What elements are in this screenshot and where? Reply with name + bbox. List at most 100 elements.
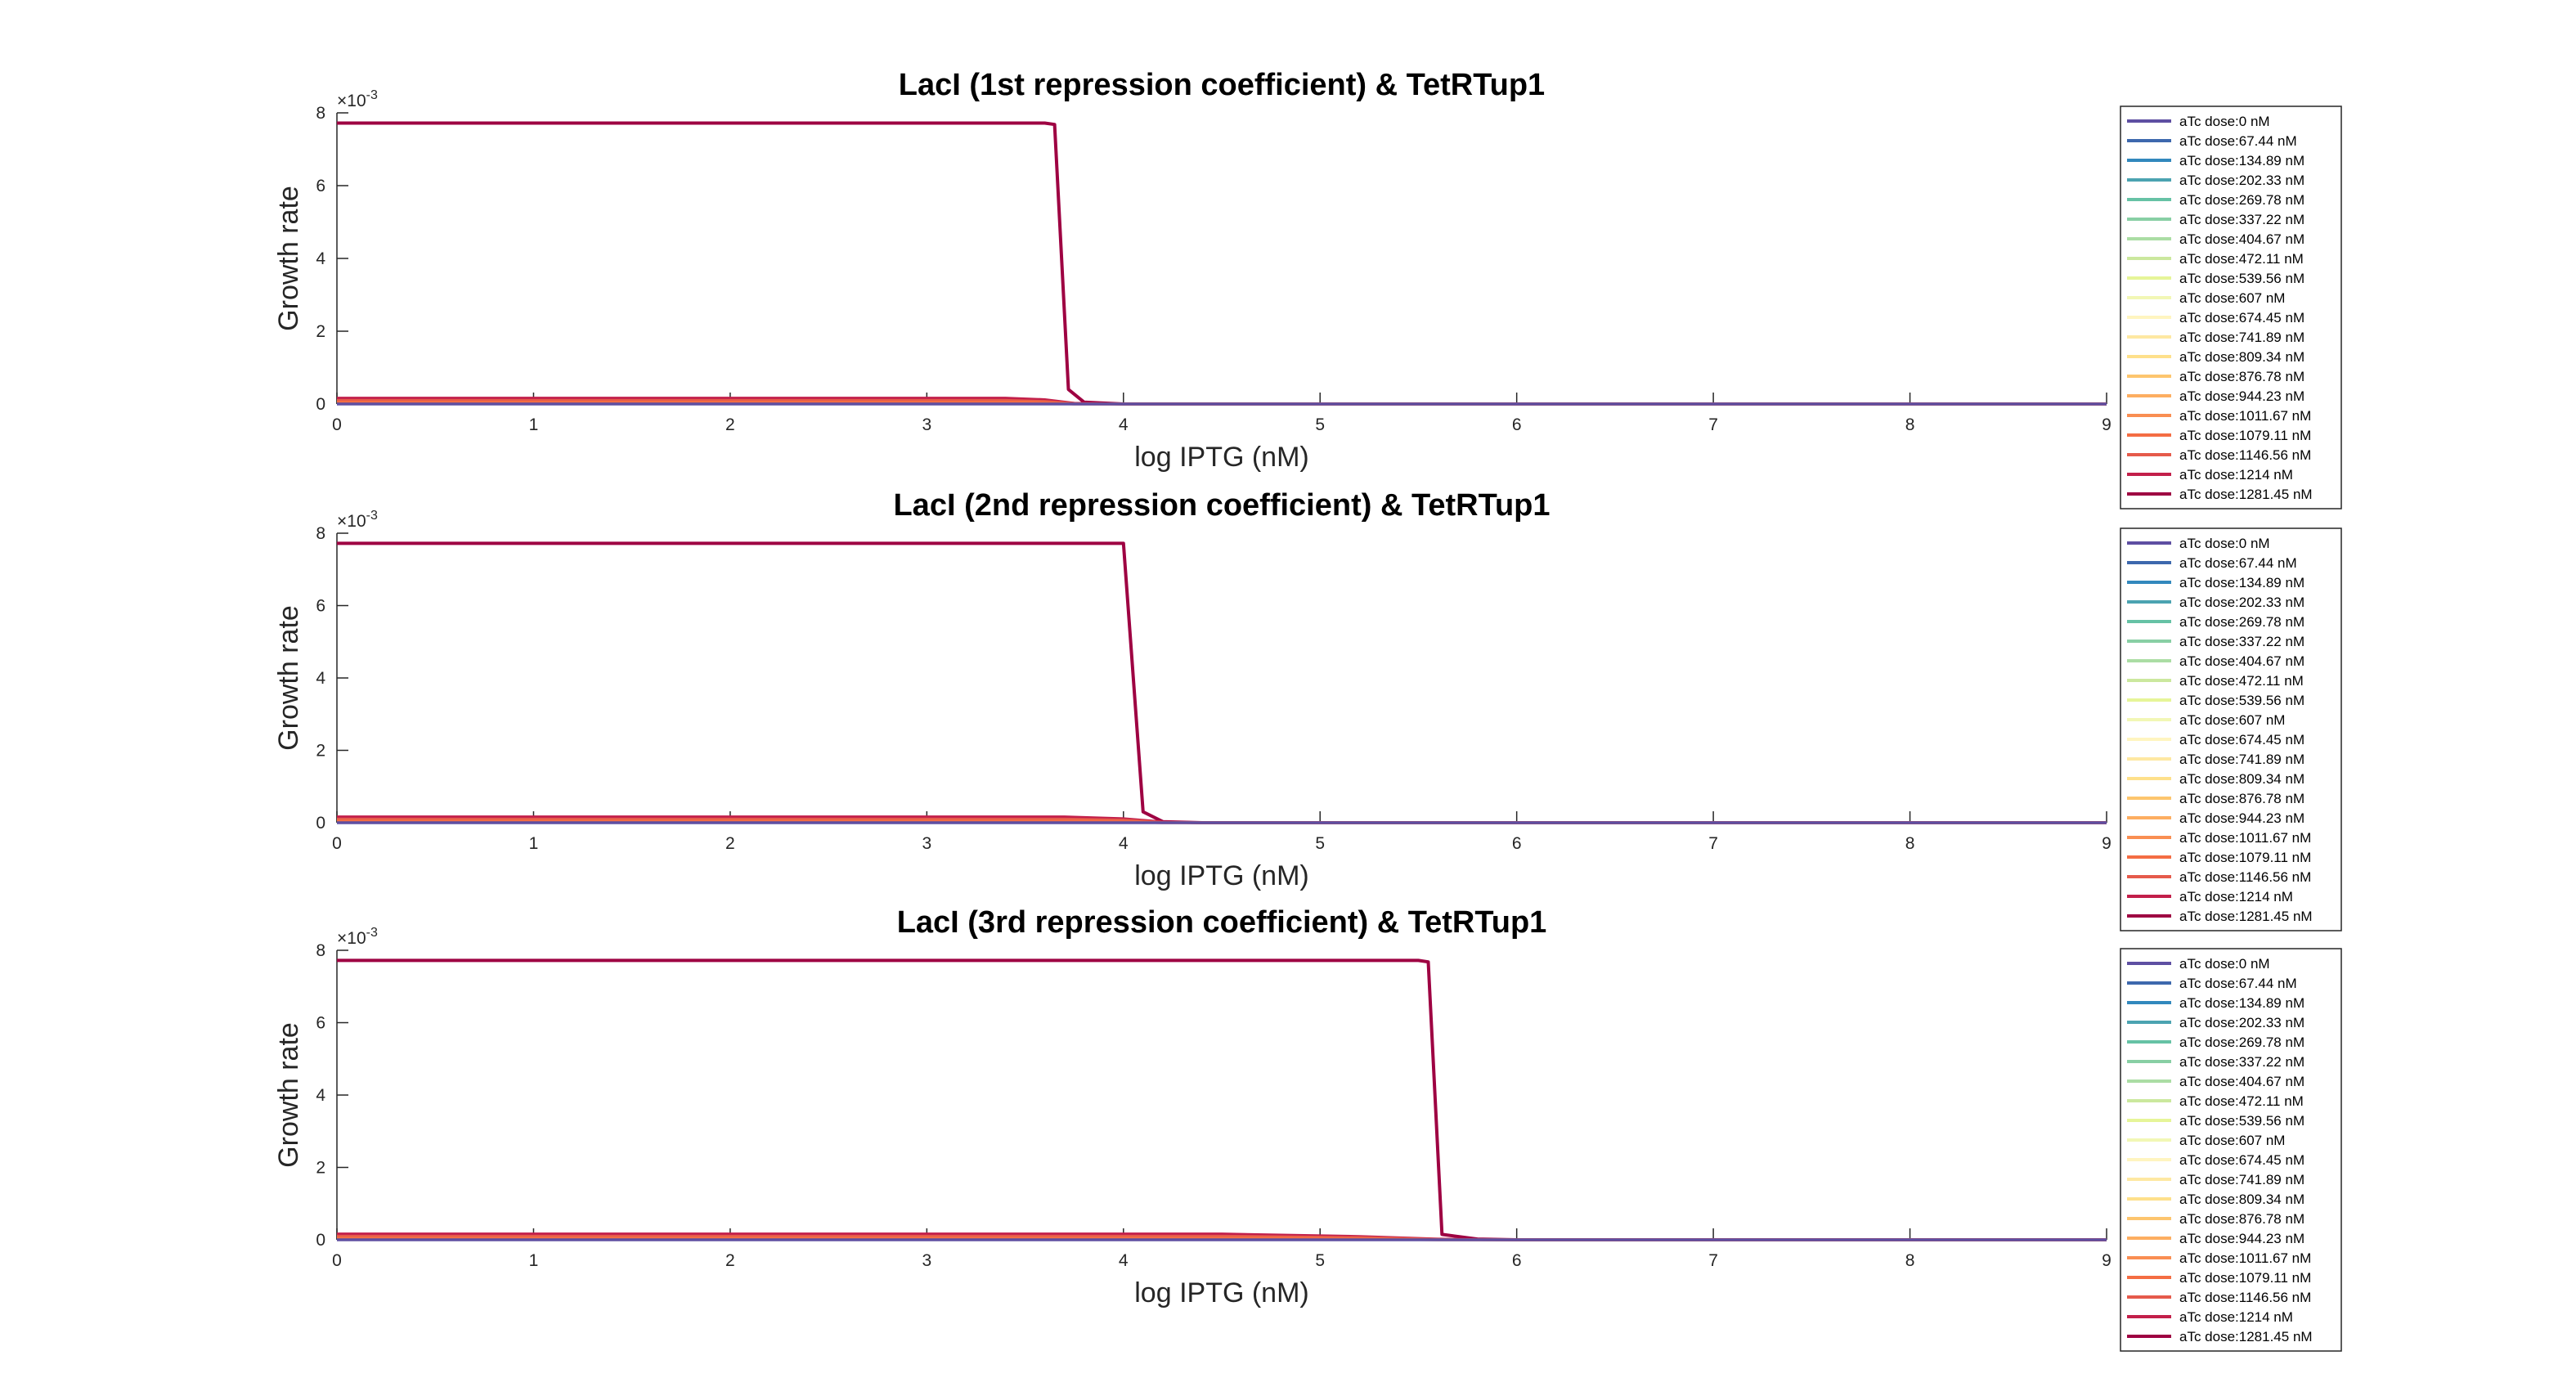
legend-label: aTc dose:1214 nM bbox=[2179, 1309, 2293, 1325]
x-tick-label: 4 bbox=[1119, 415, 1129, 434]
legend-label: aTc dose:67.44 nM bbox=[2179, 976, 2297, 991]
x-tick-label: 2 bbox=[725, 1251, 735, 1270]
y-tick-label: 0 bbox=[316, 814, 325, 833]
legend: aTc dose:0 nM aTc dose:67.44 nM aTc dose:1… bbox=[2120, 105, 2342, 509]
x-axis-label: log IPTG (nM) bbox=[1134, 1277, 1308, 1308]
y-tick-label: 2 bbox=[316, 1159, 325, 1178]
y-axis-label: Growth rate bbox=[273, 186, 304, 331]
x-tick-label: 4 bbox=[1119, 834, 1129, 853]
x-tick-label: 6 bbox=[1512, 415, 1522, 434]
x-tick-label: 9 bbox=[2102, 1251, 2112, 1270]
x-tick-label: 8 bbox=[1905, 834, 1915, 853]
y-tick-label: 6 bbox=[316, 597, 325, 616]
x-tick-label: 5 bbox=[1315, 1251, 1325, 1270]
chart-title: LacI (2nd repression coefficient) & TetR… bbox=[893, 488, 1550, 523]
x-tick-label: 2 bbox=[725, 834, 735, 853]
x-tick-label: 5 bbox=[1315, 415, 1325, 434]
x-tick-label: 0 bbox=[332, 834, 342, 853]
legend-label: aTc dose:876.78 nM bbox=[2179, 791, 2304, 806]
legend-label: aTc dose:1146.56 nM bbox=[2179, 1290, 2311, 1305]
legend-label: aTc dose:1079.11 nM bbox=[2179, 428, 2311, 443]
y-exponent-power: -3 bbox=[366, 88, 378, 102]
y-axis-label: Growth rate bbox=[273, 605, 304, 751]
legend-label: aTc dose:472.11 nM bbox=[2179, 251, 2304, 267]
legend-label: aTc dose:67.44 nM bbox=[2179, 133, 2297, 149]
legend-label: aTc dose:674.45 nM bbox=[2179, 310, 2304, 325]
x-tick-label: 1 bbox=[529, 415, 539, 434]
x-tick-label: 9 bbox=[2102, 834, 2112, 853]
y-exponent-base: ×10 bbox=[337, 92, 366, 110]
legend-label: aTc dose:134.89 nM bbox=[2179, 153, 2304, 168]
legend-label: aTc dose:741.89 nM bbox=[2179, 1172, 2304, 1187]
legend-label: aTc dose:607 nM bbox=[2179, 1133, 2285, 1148]
legend-label: aTc dose:404.67 nM bbox=[2179, 1074, 2304, 1089]
x-tick-label: 3 bbox=[922, 1251, 931, 1270]
legend-label: aTc dose:539.56 nM bbox=[2179, 271, 2304, 286]
legend-label: aTc dose:269.78 nM bbox=[2179, 1035, 2304, 1050]
y-tick-label: 2 bbox=[316, 742, 325, 761]
x-tick-label: 7 bbox=[1708, 1251, 1718, 1270]
legend-label: aTc dose:876.78 nM bbox=[2179, 1211, 2304, 1227]
legend-label: aTc dose:202.33 nM bbox=[2179, 173, 2304, 188]
legend-label: aTc dose:1214 nM bbox=[2179, 889, 2293, 904]
legend-label: aTc dose:0 nM bbox=[2179, 114, 2270, 129]
series-line bbox=[337, 958, 2107, 1241]
x-tick-label: 7 bbox=[1708, 834, 1718, 853]
x-tick-label: 1 bbox=[529, 834, 539, 853]
legend-label: aTc dose:404.67 nM bbox=[2179, 231, 2304, 247]
x-tick-label: 3 bbox=[922, 415, 931, 434]
x-tick-label: 2 bbox=[725, 415, 735, 434]
legend-label: aTc dose:134.89 nM bbox=[2179, 575, 2304, 590]
y-exponent-power: -3 bbox=[366, 509, 378, 523]
legend-label: aTc dose:944.23 nM bbox=[2179, 810, 2304, 826]
legend-label: aTc dose:67.44 nM bbox=[2179, 555, 2297, 571]
y-tick-label: 8 bbox=[316, 941, 325, 960]
y-tick-label: 4 bbox=[316, 669, 325, 688]
x-tick-label: 4 bbox=[1119, 1251, 1129, 1270]
legend: aTc dose:0 nM aTc dose:67.44 nM aTc dose:1… bbox=[2120, 527, 2342, 931]
legend-label: aTc dose:472.11 nM bbox=[2179, 1093, 2304, 1109]
y-tick-label: 8 bbox=[316, 104, 325, 123]
legend-label: aTc dose:269.78 nM bbox=[2179, 192, 2304, 208]
x-tick-label: 8 bbox=[1905, 415, 1915, 434]
y-exponent-label: ×10-3 bbox=[337, 509, 378, 531]
chart-panel-2: LacI (2nd repression coefficient) & TetR… bbox=[273, 488, 2112, 891]
legend-label: aTc dose:741.89 nM bbox=[2179, 752, 2304, 767]
y-exponent-base: ×10 bbox=[337, 512, 366, 531]
legend-label: aTc dose:1281.45 nM bbox=[2179, 909, 2313, 924]
legend: aTc dose:0 nM aTc dose:67.44 nM aTc dose:1… bbox=[2120, 948, 2342, 1352]
y-tick-label: 6 bbox=[316, 1014, 325, 1033]
x-tick-label: 3 bbox=[922, 834, 931, 853]
y-exponent-label: ×10-3 bbox=[337, 926, 378, 948]
x-tick-label: 7 bbox=[1708, 415, 1718, 434]
legend-label: aTc dose:876.78 nM bbox=[2179, 369, 2304, 384]
y-exponent-label: ×10-3 bbox=[337, 88, 378, 110]
legend-label: aTc dose:674.45 nM bbox=[2179, 732, 2304, 747]
legend-label: aTc dose:269.78 nM bbox=[2179, 614, 2304, 630]
y-tick-label: 4 bbox=[316, 249, 325, 268]
legend-label: aTc dose:1011.67 nM bbox=[2179, 1250, 2311, 1266]
legend-box bbox=[2120, 527, 2342, 931]
legend-label: aTc dose:404.67 nM bbox=[2179, 653, 2304, 669]
y-exponent-power: -3 bbox=[366, 926, 378, 940]
y-exponent-base: ×10 bbox=[337, 929, 366, 948]
series-line bbox=[337, 121, 2107, 406]
y-axis-label: Growth rate bbox=[273, 1022, 304, 1168]
legend-label: aTc dose:1011.67 nM bbox=[2179, 830, 2311, 846]
chart-title: LacI (1st repression coefficient) & TetR… bbox=[899, 68, 1545, 102]
legend-label: aTc dose:1281.45 nM bbox=[2179, 1329, 2313, 1344]
legend-label: aTc dose:674.45 nM bbox=[2179, 1152, 2304, 1168]
x-tick-label: 6 bbox=[1512, 1251, 1522, 1270]
legend-label: aTc dose:1011.67 nM bbox=[2179, 408, 2311, 424]
x-axis-label: log IPTG (nM) bbox=[1134, 860, 1308, 891]
y-tick-label: 2 bbox=[316, 322, 325, 341]
legend-label: aTc dose:607 nM bbox=[2179, 290, 2285, 306]
legend-label: aTc dose:1146.56 nM bbox=[2179, 447, 2311, 463]
legend-label: aTc dose:809.34 nM bbox=[2179, 349, 2304, 365]
legend-label: aTc dose:607 nM bbox=[2179, 712, 2285, 728]
legend-box bbox=[2120, 105, 2342, 509]
x-tick-label: 5 bbox=[1315, 834, 1325, 853]
y-tick-label: 4 bbox=[316, 1086, 325, 1105]
legend-label: aTc dose:472.11 nM bbox=[2179, 673, 2304, 689]
legend-label: aTc dose:337.22 nM bbox=[2179, 212, 2304, 227]
